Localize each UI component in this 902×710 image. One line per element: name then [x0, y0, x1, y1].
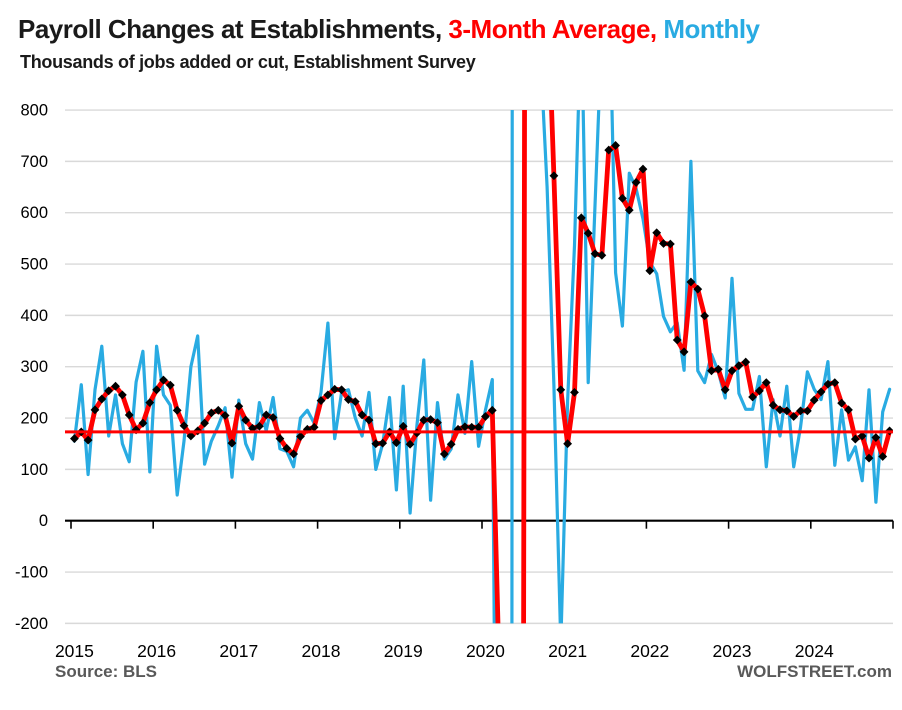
svg-text:400: 400 — [20, 307, 48, 325]
svg-text:700: 700 — [20, 153, 48, 171]
svg-text:800: 800 — [20, 102, 48, 120]
title-series-average-label: 3-Month Average, — [448, 14, 657, 44]
svg-text:2024: 2024 — [795, 641, 834, 661]
svg-text:2020: 2020 — [466, 641, 505, 661]
wolfstreet-watermark: WOLFSTREET.com — [737, 662, 892, 681]
svg-text:600: 600 — [20, 204, 48, 222]
svg-text:2016: 2016 — [137, 641, 176, 661]
svg-text:2019: 2019 — [384, 641, 423, 661]
svg-text:2017: 2017 — [219, 641, 258, 661]
svg-text:300: 300 — [20, 358, 48, 376]
svg-text:2023: 2023 — [713, 641, 752, 661]
source-note: Source: BLS — [55, 662, 158, 681]
svg-text:2021: 2021 — [548, 641, 587, 661]
svg-text:500: 500 — [20, 256, 48, 274]
svg-text:2015: 2015 — [55, 641, 94, 661]
svg-text:2018: 2018 — [302, 641, 341, 661]
title-series-monthly-label: Monthly — [656, 14, 760, 44]
svg-text:0: 0 — [39, 512, 48, 530]
chart-title: Payroll Changes at Establishments, 3-Mon… — [18, 14, 760, 45]
svg-text:-200: -200 — [15, 615, 48, 633]
svg-text:2022: 2022 — [630, 641, 669, 661]
svg-text:200: 200 — [20, 410, 48, 428]
title-main: Payroll Changes at Establishments, — [18, 14, 449, 44]
svg-text:-100: -100 — [15, 564, 48, 582]
chart-subtitle: Thousands of jobs added or cut, Establis… — [20, 52, 476, 72]
svg-text:100: 100 — [20, 461, 48, 479]
